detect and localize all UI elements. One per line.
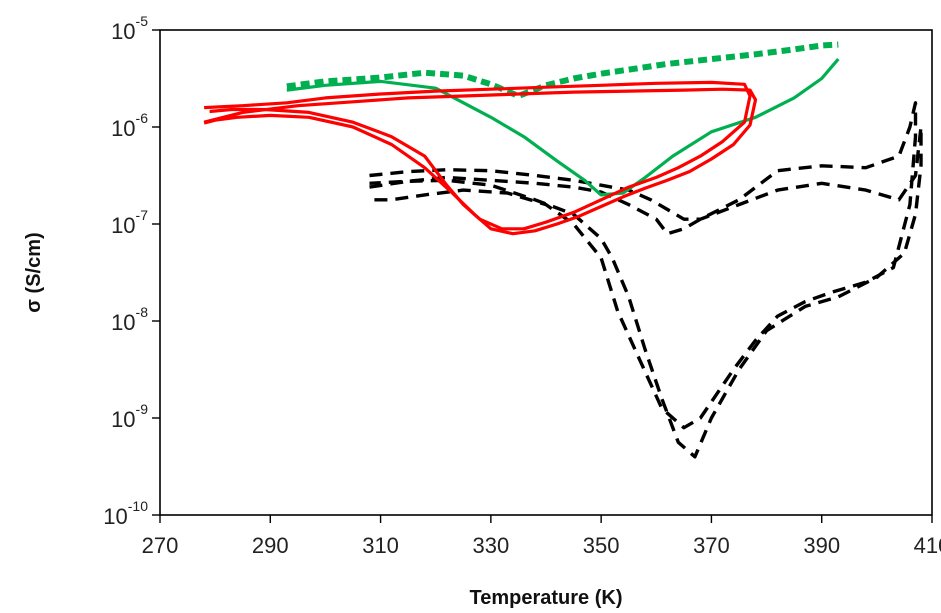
x-axis-title: Temperature (K) — [470, 587, 623, 609]
y-tick-label: 10-5 — [111, 13, 148, 44]
series-line-6 — [203, 87, 758, 236]
x-tick-label: 370 — [693, 533, 730, 558]
series-line-5 — [204, 80, 752, 231]
ticks-layer: 270 290 310 330 350 370 390 410 10-5 10-6 10-7 10-8… — [103, 13, 941, 558]
x-tick-label: 350 — [583, 533, 620, 558]
x-tick-label: 310 — [362, 533, 399, 558]
series-layer — [203, 41, 923, 459]
series-line-2 — [369, 101, 918, 430]
plot-frame — [159, 29, 933, 516]
y-tick-label: 10-8 — [111, 304, 148, 335]
series-line-4 — [286, 41, 839, 99]
y-tick-label: 10-6 — [111, 110, 148, 141]
y-tick-label: 10-7 — [111, 207, 148, 238]
x-tick-label: 330 — [472, 533, 509, 558]
y-tick-label: 10-10 — [103, 498, 148, 529]
series-line-1 — [369, 125, 923, 459]
y-tick-label: 10-9 — [111, 401, 148, 432]
x-tick-label: 410 — [914, 533, 941, 558]
y-axis-title: σ (S/cm) — [23, 232, 45, 312]
x-tick-label: 290 — [252, 533, 289, 558]
x-tick-label: 270 — [142, 533, 179, 558]
x-tick-label: 390 — [803, 533, 840, 558]
series-line-3 — [286, 58, 840, 197]
